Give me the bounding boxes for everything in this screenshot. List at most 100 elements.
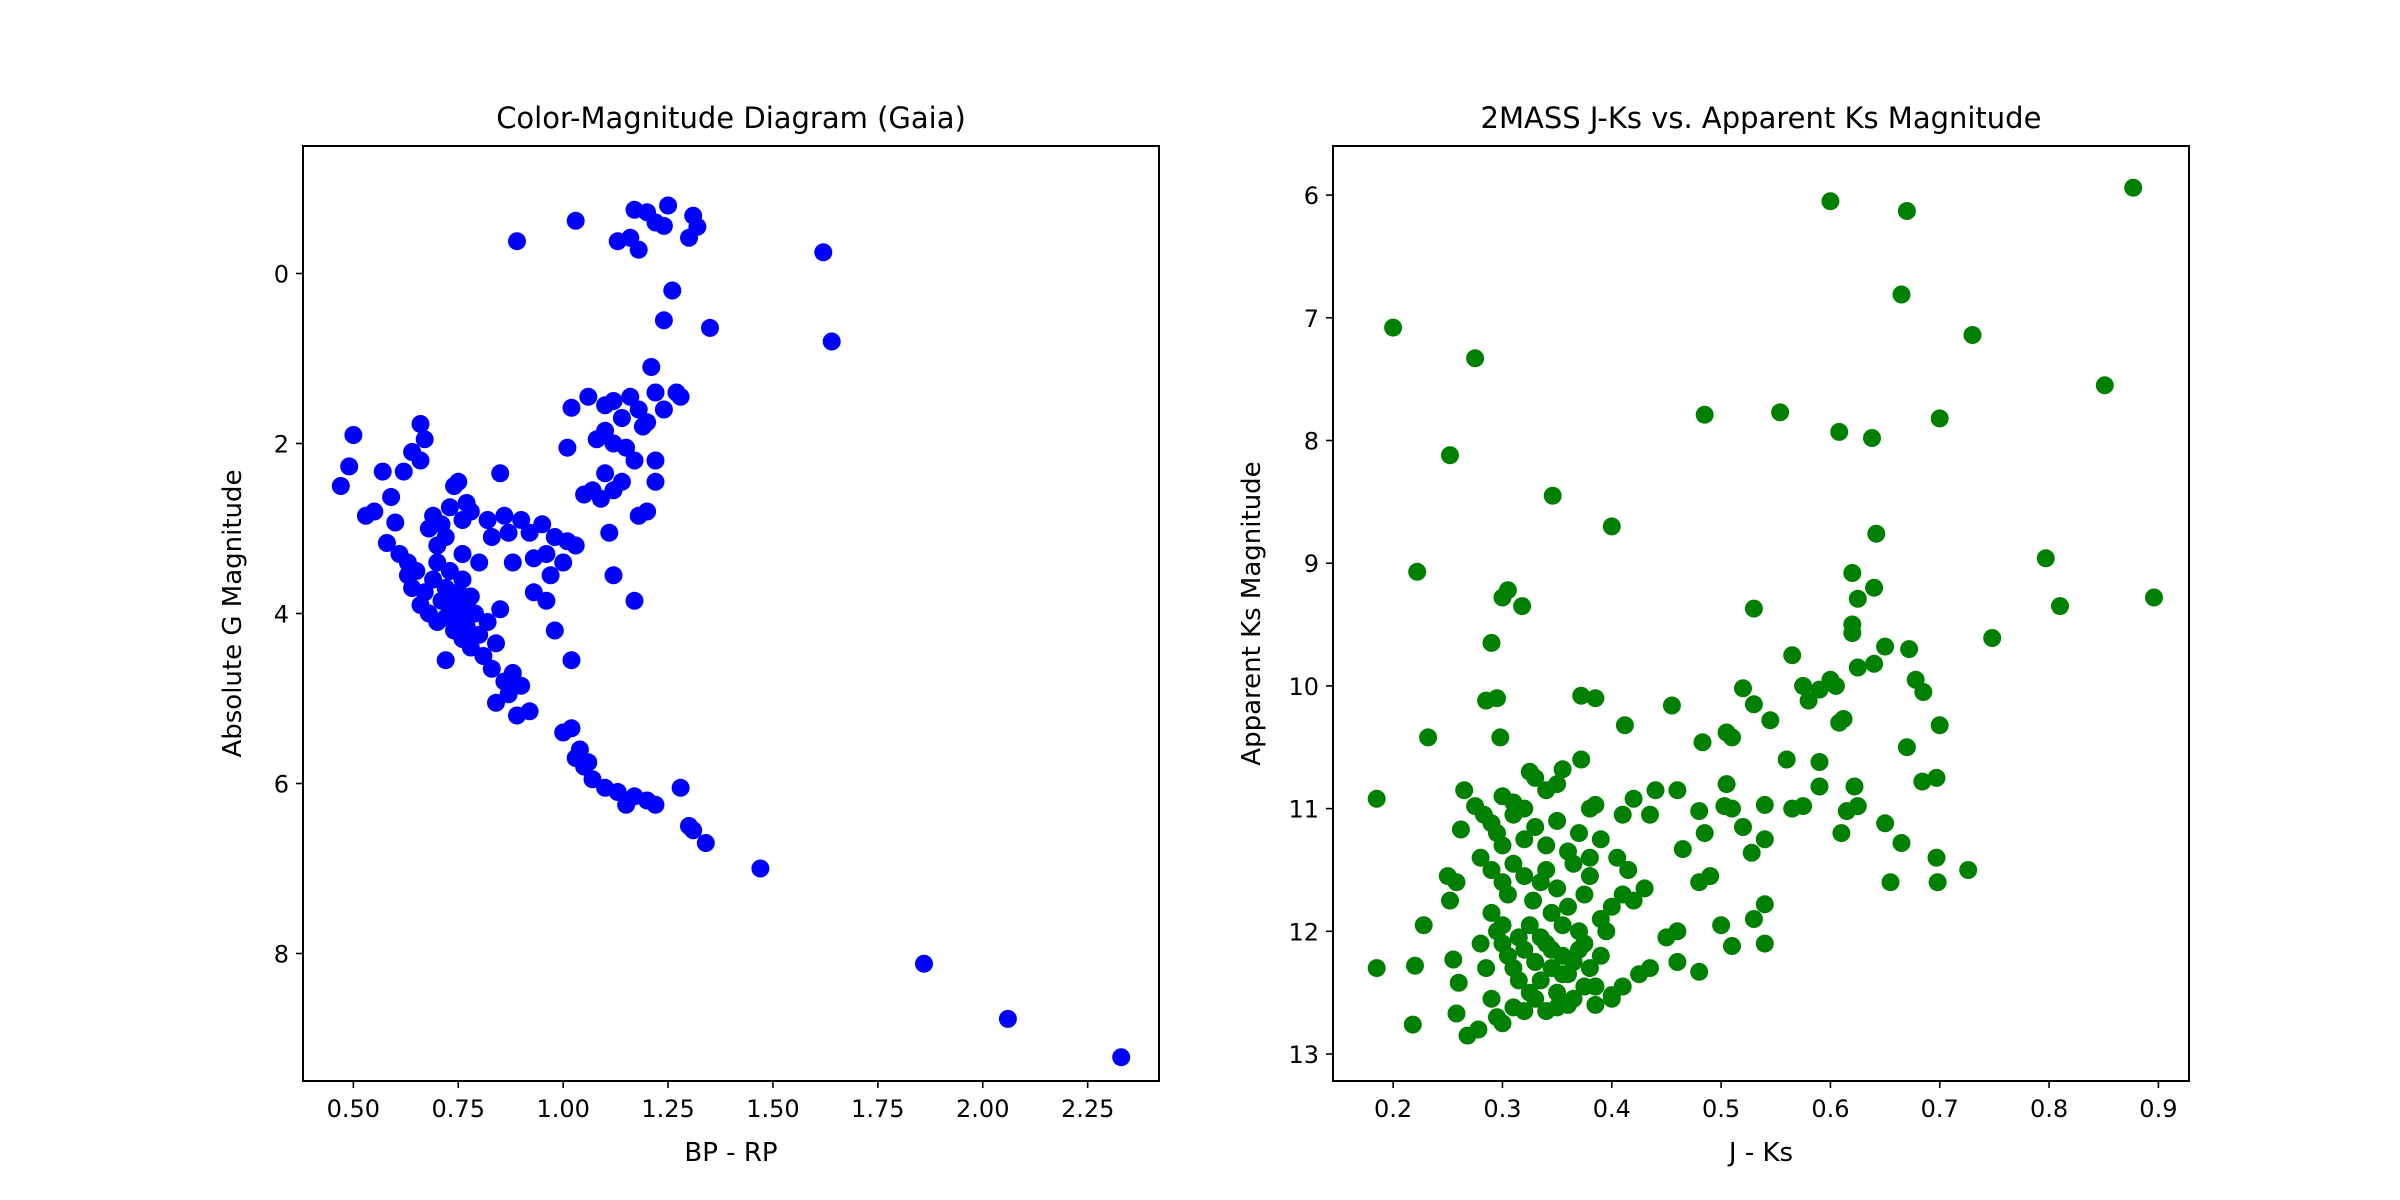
- data-point: [1471, 848, 1490, 867]
- data-point: [1586, 689, 1605, 708]
- data-point: [1575, 934, 1594, 953]
- data-point: [1531, 928, 1550, 947]
- data-point: [1668, 922, 1687, 941]
- x-axis-label: BP - RP: [684, 1138, 777, 1168]
- data-point: [1553, 965, 1572, 984]
- y-tick-label: 9: [1304, 550, 1319, 578]
- data-point: [461, 587, 480, 606]
- data-point: [1668, 953, 1687, 971]
- data-point: [1810, 753, 1829, 771]
- data-point: [1531, 971, 1550, 990]
- data-point: [1602, 897, 1621, 916]
- data-point: [1761, 711, 1780, 730]
- data-point: [1744, 599, 1763, 618]
- data-point: [1734, 818, 1752, 836]
- data-point: [646, 213, 665, 232]
- data-point: [1559, 897, 1577, 916]
- data-point: [1504, 854, 1523, 873]
- data-point: [331, 477, 350, 495]
- data-point: [1783, 646, 1802, 665]
- data-point: [558, 438, 577, 457]
- data-point: [612, 472, 631, 491]
- x-tick-label: 0.3: [1483, 1095, 1521, 1123]
- data-point: [646, 795, 665, 814]
- data-point: [1491, 728, 1510, 747]
- data-point: [915, 954, 933, 973]
- data-point: [822, 332, 841, 351]
- data-point: [499, 523, 518, 542]
- data-point: [1570, 824, 1588, 843]
- data-point: [411, 451, 430, 470]
- data-point: [1845, 777, 1864, 796]
- data-point: [1608, 848, 1627, 867]
- data-point: [608, 783, 627, 801]
- data-point: [671, 387, 690, 406]
- data-point: [1580, 799, 1599, 818]
- data-point: [1602, 989, 1621, 1008]
- data-point: [625, 591, 644, 610]
- data-point: [1641, 959, 1659, 978]
- data-point: [524, 583, 543, 602]
- data-point: [482, 659, 501, 678]
- data-point: [1865, 654, 1884, 673]
- data-point: [1591, 946, 1610, 965]
- x-tick-label: 0.7: [1921, 1095, 1959, 1123]
- data-point: [415, 430, 434, 449]
- data-point: [1498, 885, 1517, 904]
- data-point: [1624, 789, 1643, 808]
- data-point: [1441, 891, 1459, 910]
- data-point: [386, 513, 405, 532]
- data-point: [1830, 422, 1849, 441]
- data-point: [1526, 818, 1545, 836]
- data-point: [1542, 903, 1561, 922]
- data-point: [1559, 995, 1577, 1014]
- data-point: [1482, 633, 1501, 652]
- data-point: [1406, 956, 1424, 975]
- data-point: [491, 464, 510, 483]
- data-point: [1408, 562, 1427, 581]
- data-point: [604, 392, 623, 410]
- y-tick-label: 6: [274, 771, 289, 799]
- data-point: [583, 770, 602, 789]
- data-point: [1493, 1014, 1512, 1033]
- data-point: [1515, 1002, 1534, 1021]
- data-point: [1928, 873, 1947, 892]
- data-point: [1509, 971, 1528, 990]
- data-point: [470, 625, 489, 644]
- data-point: [1867, 524, 1886, 543]
- data-point: [642, 358, 661, 376]
- data-point: [1624, 891, 1643, 910]
- data-point: [554, 553, 573, 572]
- chart-panel-2: 2MASS J-Ks vs. Apparent Ks Magnitude 0.2 0…: [1237, 101, 2190, 1168]
- data-point: [659, 196, 678, 215]
- data-point: [1542, 940, 1561, 959]
- data-point: [684, 821, 703, 840]
- data-point: [1723, 937, 1741, 955]
- data-point: [1865, 578, 1884, 597]
- scatter-series: [331, 196, 1131, 1067]
- data-point: [1548, 879, 1567, 898]
- data-point: [1794, 676, 1813, 695]
- x-tick-label: 0.5: [1702, 1095, 1740, 1123]
- data-point: [436, 528, 455, 546]
- data-point: [617, 438, 636, 457]
- data-point: [1742, 843, 1761, 862]
- axes-frame: [1332, 145, 2190, 1082]
- x-tick-label: 0.6: [1811, 1095, 1849, 1123]
- data-point: [1826, 676, 1845, 695]
- data-point: [646, 472, 665, 491]
- data-point: [415, 583, 434, 602]
- data-point: [1876, 814, 1895, 833]
- x-tick-label: 1.50: [746, 1095, 799, 1123]
- data-point: [1471, 934, 1490, 953]
- data-point: [365, 502, 384, 521]
- data-point: [1444, 950, 1463, 969]
- data-point: [503, 664, 522, 682]
- data-point: [1783, 799, 1802, 818]
- data-point: [1690, 962, 1709, 981]
- data-point: [814, 243, 833, 262]
- data-point: [1466, 349, 1485, 368]
- data-point: [382, 488, 401, 506]
- data-point: [2051, 597, 2069, 616]
- data-point: [562, 651, 581, 670]
